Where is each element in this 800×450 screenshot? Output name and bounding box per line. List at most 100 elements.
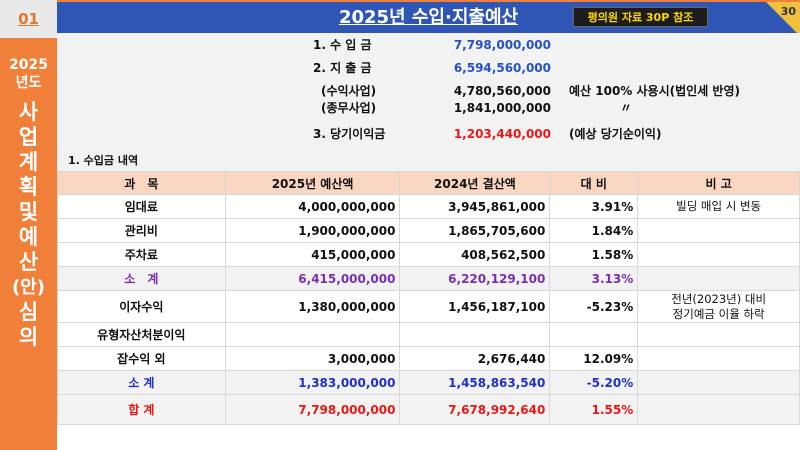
row-budget-cell: 1,383,000,000 [224,370,401,395]
table-row: 잡수익 외 3,000,000 2,676,440 12.09% [57,346,800,371]
row-note-cell: 전년(2023년) 대비 정기예금 이율 하락 [637,290,800,323]
summary-label: 3. 당기이익금 [313,127,386,141]
sidebar-title: 사 업 계 획 및 예 산 (안) 심 의 [0,100,57,350]
page-corner-decoration [766,2,800,36]
row-ratio-cell: 12.09% [549,346,639,371]
table-row: 합 계 7,798,000,000 7,678,992,640 1.55% [57,394,800,425]
sidebar-year-suffix: 년도 [15,75,42,91]
summary-note: 〃 [620,101,633,115]
sidebar-title-char: 산 [18,250,39,274]
summary-value: 1,841,000,000 [453,101,551,115]
row-budget-cell: 7,798,000,000 [224,394,401,425]
summary-row: 2. 지 출 금 6,594,560,000 [57,60,800,76]
row-settled-cell: 1,456,187,100 [399,290,551,323]
summary-note: (예상 당기순이익) [569,127,662,141]
summary-row: (수익사업) 4,780,560,000 예산 100% 사용시(법인세 반영) [57,83,800,99]
row-budget-cell: 4,000,000,000 [224,194,401,219]
row-subject-cell: 이자수익 [57,290,226,323]
row-settled-cell: 1,458,863,540 [399,370,551,395]
col-header-ratio: 대 비 [549,171,639,195]
row-note-cell [637,346,800,371]
summary-panel: 1. 수 입 금 7,798,000,000 2. 지 출 금 6,594,560,0… [57,33,800,173]
reference-badge: 평의원 자료 30P 참조 [573,7,708,27]
row-note-cell: 빌딩 매입 시 변동 [637,194,800,219]
sidebar-title-char: 심 [18,300,39,324]
table-row: 유형자산처분이익 [57,322,800,347]
row-budget-cell: 6,415,000,000 [224,266,401,291]
row-subject-cell: 관리비 [57,218,226,243]
row-note-cell [637,370,800,395]
row-note-cell [637,242,800,267]
summary-value: 1,203,440,000 [453,127,551,141]
summary-note: 예산 100% 사용시(법인세 반영) [569,84,740,98]
sidebar: 01 2025 년도 사 업 계 획 및 예 산 (안) 심 의 [0,0,57,450]
row-subject-cell: 소 계 [57,266,226,291]
row-ratio-cell: 3.13% [549,266,639,291]
header-band: 2025년 수입·지출예산 평의원 자료 30P 참조 30 [57,0,800,36]
row-ratio-cell: 3.91% [549,194,639,219]
row-note-cell [637,322,800,347]
row-subject-cell: 잡수익 외 [57,346,226,371]
summary-value: 6,594,560,000 [453,61,551,75]
row-note-cell [637,218,800,243]
table-row: 관리비 1,900,000,000 1,865,705,600 1.84% [57,218,800,243]
income-table: 과 목 2025년 예산액 2024년 결산액 대 비 비 고 임대료 4,000… [57,171,800,425]
col-header-budget: 2025년 예산액 [224,171,401,195]
row-settled-cell: 2,676,440 [399,346,551,371]
row-note-cell [637,394,800,425]
row-settled-cell: 7,678,992,640 [399,394,551,425]
row-ratio-cell: 1.58% [549,242,639,267]
row-settled-cell: 6,220,129,100 [399,266,551,291]
row-settled-cell: 408,562,500 [399,242,551,267]
sidebar-title-char: 및 [18,200,39,224]
summary-row: 3. 당기이익금 1,203,440,000 (예상 당기순이익) [57,126,800,142]
sidebar-title-char: 의 [18,325,39,349]
sidebar-title-char: 사 [18,100,39,124]
sidebar-title-char: (안) [11,277,45,298]
row-budget-cell: 3,000,000 [224,346,401,371]
summary-label: 2. 지 출 금 [313,61,372,75]
row-note-cell [637,266,800,291]
row-ratio-cell: 1.55% [549,394,639,425]
summary-label: (종무사업) [321,101,377,115]
row-budget-cell [224,322,401,347]
row-ratio-cell: -5.20% [549,370,639,395]
summary-value: 4,780,560,000 [453,84,551,98]
row-settled-cell [399,322,551,347]
summary-row: (종무사업) 1,841,000,000 〃 [57,100,800,116]
sidebar-year: 2025 년도 [0,56,57,92]
summary-label: (수익사업) [321,84,377,98]
table-row: 주차료 415,000,000 408,562,500 1.58% [57,242,800,267]
table-row: 소 계 1,383,000,000 1,458,863,540 -5.20% [57,370,800,395]
row-settled-cell: 1,865,705,600 [399,218,551,243]
table-row: 임대료 4,000,000,000 3,945,861,000 3.91% 빌딩 매입 … [57,194,800,219]
row-subject-cell: 소 계 [57,370,226,395]
row-ratio-cell: -5.23% [549,290,639,323]
sidebar-year-number: 2025 [9,57,48,73]
row-budget-cell: 415,000,000 [224,242,401,267]
table-header-row: 과 목 2025년 예산액 2024년 결산액 대 비 비 고 [57,171,800,195]
row-subject-cell: 합 계 [57,394,226,425]
summary-label: 1. 수 입 금 [313,38,372,52]
page-title: 2025년 수입·지출예산 [338,7,519,28]
row-subject-cell: 유형자산처분이익 [57,322,226,347]
row-subject-cell: 주차료 [57,242,226,267]
row-subject-cell: 임대료 [57,194,226,219]
col-header-note: 비 고 [637,171,800,195]
row-settled-cell: 3,945,861,000 [399,194,551,219]
section-caption: 1. 수입금 내역 [68,154,139,167]
table-row: 소 계 6,415,000,000 6,220,129,100 3.13% [57,266,800,291]
sidebar-title-char: 획 [18,175,39,199]
row-budget-cell: 1,380,000,000 [224,290,401,323]
row-budget-cell: 1,900,000,000 [224,218,401,243]
table-row: 이자수익 1,380,000,000 1,456,187,100 -5.23% 전년(2… [57,290,800,323]
row-ratio-cell: 1.84% [549,218,639,243]
summary-row: 1. 수 입 금 7,798,000,000 [57,37,800,53]
sidebar-title-char: 업 [18,125,39,149]
page-number: 30 [780,5,796,18]
sidebar-title-char: 계 [18,150,39,174]
summary-value: 7,798,000,000 [453,38,551,52]
row-ratio-cell [549,322,639,347]
col-header-settled: 2024년 결산액 [399,171,551,195]
section-number: 01 [0,0,57,38]
